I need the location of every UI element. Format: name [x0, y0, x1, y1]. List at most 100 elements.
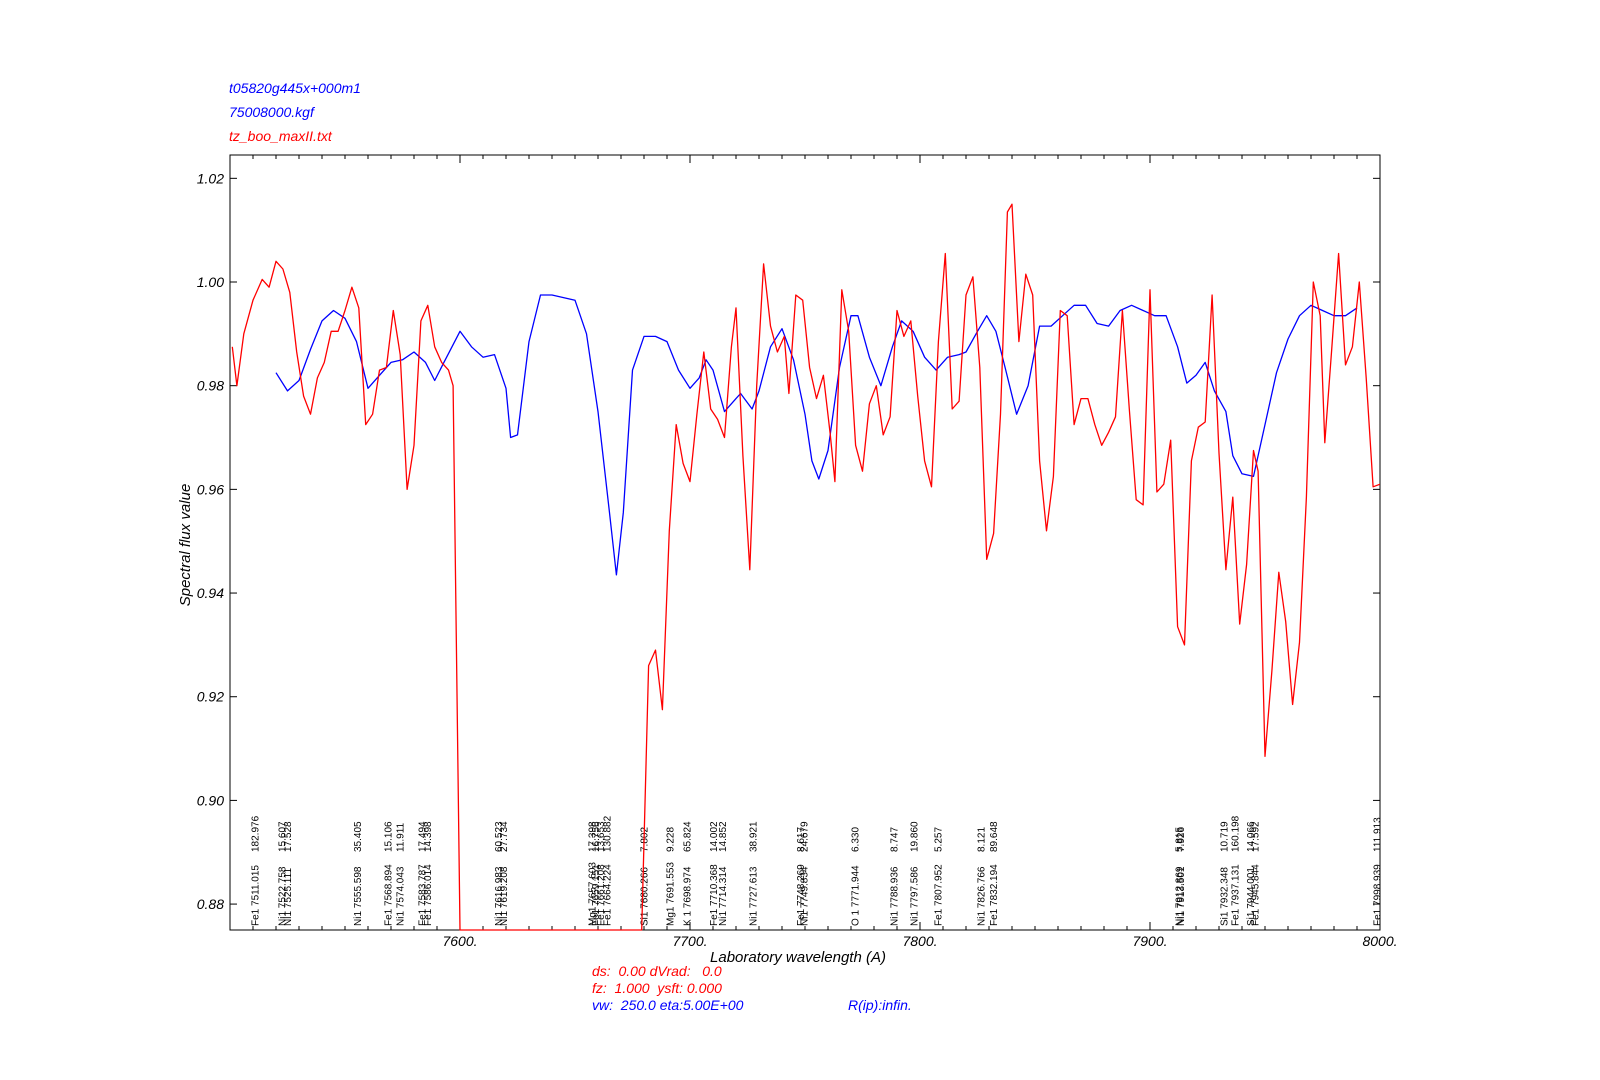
line-id-label: Fe1 7583.787 — [418, 864, 429, 926]
line-id-strength: 17.494 — [418, 821, 429, 852]
model-file-label: 75008000.kgf — [229, 104, 314, 120]
plot-frame — [229, 154, 1381, 931]
line-id-label: Ni1 7727.613 — [749, 866, 760, 926]
line-id-label: Ni1 7797.586 — [909, 866, 920, 926]
line-id-label: Fe1 7568.894 — [383, 864, 394, 926]
line-id-strength: 9.228 — [666, 827, 677, 852]
line-id-label: Ni1 7912.869 — [1175, 866, 1186, 926]
line-id-label: K 1 7698.974 — [683, 866, 694, 926]
line-id-strength: 14.398 — [423, 821, 434, 852]
line-id-label: Fe1 7710.368 — [709, 864, 720, 926]
model-name-label: t05820g445x+000m1 — [229, 80, 361, 96]
line-id-label: Ni1 7574.043 — [395, 866, 406, 926]
line-id-strength: 24.679 — [800, 821, 811, 852]
line-id-strength: 11.911 — [395, 822, 406, 852]
x-tick-label: 7900. — [1132, 933, 1167, 949]
y-tick-label: 1.02 — [197, 170, 224, 186]
line-id-label: Fe1 7945.844 — [1250, 864, 1261, 926]
line-id-strength: 7.802 — [640, 827, 651, 852]
line-id-label: Si1 7944.001 — [1246, 867, 1257, 926]
line-id-label: Fe1 7807.952 — [933, 864, 944, 926]
resolution-label: R(ip):infin. — [848, 997, 912, 1013]
line-id-strength: 130.882 — [603, 815, 614, 852]
line-id-strength: 38.921 — [749, 821, 760, 852]
line-id-strength: 8.747 — [890, 827, 901, 852]
line-id-label: Ni1 7616.983 — [494, 866, 505, 926]
line-id-label: Fe1 7937.131 — [1230, 864, 1241, 926]
y-tick-label: 1.00 — [197, 274, 224, 290]
line-id-strength: 27.734 — [499, 821, 510, 852]
line-id-label: Ni1 7525.111 — [283, 868, 294, 926]
x-axis-title: Laboratory wavelength (A) — [710, 949, 886, 966]
line-id-label: Ni1 7913.501 — [1176, 866, 1187, 926]
y-tick-label: 0.94 — [197, 585, 224, 601]
series-line — [275, 294, 1358, 576]
line-id-label: Fe1 7659.151 — [591, 864, 602, 926]
line-id-strength: 14.002 — [709, 821, 720, 852]
line-id-label: Ni1 7749.834 — [800, 866, 811, 926]
series-line — [231, 203, 1380, 931]
params-line-3: vw: 250.0 eta:5.00E+00 — [592, 997, 744, 1013]
line-id-strength: 16.756 — [591, 821, 602, 852]
line-id-label: Si1 7932.348 — [1219, 867, 1230, 926]
model-spectrum-series — [275, 294, 1358, 576]
line-id-strength: 60.523 — [494, 821, 505, 852]
line-id-strength: 13.653 — [596, 821, 607, 852]
line-id-label: O 1 7771.944 — [850, 865, 861, 926]
y-tick-label: 0.90 — [197, 792, 224, 808]
x-tick-label: 8000. — [1362, 933, 1397, 949]
line-id-strength: 8.121 — [977, 827, 988, 852]
line-id-strength: 35.405 — [353, 821, 364, 852]
observed-spectrum-series — [231, 203, 1380, 931]
observed-file-label: tz_boo_maxII.txt — [229, 128, 332, 144]
line-id-strength: 19.860 — [909, 821, 920, 852]
line-id-strength: 14.066 — [1246, 821, 1257, 852]
line-id-strength: 5.257 — [933, 827, 944, 852]
x-tick-label: 7700. — [672, 933, 707, 949]
line-id-strength: 6.330 — [850, 827, 861, 852]
line-id-strength: 17.528 — [283, 821, 294, 852]
line-id-strength: 10.719 — [1219, 821, 1230, 852]
line-identifications: Fe1 7511.015 182.976 Ni1 7522.758 15.607 Ni1… — [250, 815, 1383, 926]
line-id-label: Ni1 7522.758 — [277, 866, 288, 926]
x-tick-label: 7800. — [902, 933, 937, 949]
line-id-label: Fe1 7998.939 — [1373, 864, 1384, 926]
line-id-label: Mg1 7657.603 — [587, 862, 598, 926]
x-axis: 7600. 7700. 7800. 7900. 8000. — [252, 155, 1398, 949]
line-id-label: Ni1 7788.936 — [890, 866, 901, 926]
y-axis: 0.88 0.90 0.92 0.94 0.96 0.98 1.00 1.02 — [197, 170, 1380, 912]
line-id-label: Fe1 7661.208 — [596, 864, 607, 926]
line-id-strength: 7.926 — [1176, 827, 1187, 852]
y-tick-label: 0.88 — [197, 896, 224, 912]
line-id-strength: 17.398 — [587, 821, 598, 852]
y-tick-label: 0.96 — [197, 481, 224, 497]
params-line-1: ds: 0.00 dVrad: 0.0 — [592, 963, 722, 979]
line-id-strength: 160.198 — [1230, 815, 1241, 852]
params-line-2: fz: 1.000 ysft: 0.000 — [592, 980, 722, 996]
line-id-strength: 182.976 — [250, 815, 261, 852]
line-id-label: Fe1 7748.269 — [796, 864, 807, 926]
line-id-label: Si1 7680.266 — [640, 867, 651, 926]
x-tick-label: 7600. — [442, 933, 477, 949]
line-id-strength: 17.592 — [1250, 821, 1261, 852]
line-id-strength: 14.852 — [718, 821, 729, 852]
line-id-label: Ni1 7826.766 — [977, 866, 988, 926]
line-id-strength: 89.648 — [989, 821, 1000, 852]
line-id-label: Fe1 7586.014 — [423, 864, 434, 926]
line-id-label: Ni1 7714.314 — [718, 866, 729, 926]
line-id-strength: 111.913 — [1373, 817, 1384, 852]
y-tick-label: 0.92 — [197, 689, 224, 705]
line-id-strength: 15.106 — [383, 821, 394, 852]
line-id-strength: 5.815 — [1175, 827, 1186, 852]
line-id-label: Fe1 7832.194 — [989, 864, 1000, 926]
line-id-label: Ni1 7555.598 — [353, 866, 364, 926]
line-id-strength: 65.824 — [683, 821, 694, 852]
line-id-label: Ni1 7619.208 — [499, 866, 510, 926]
line-id-strength: 15.607 — [277, 821, 288, 852]
line-id-strength: 8.617 — [796, 827, 807, 852]
y-axis-title: Spectral flux value — [177, 484, 194, 607]
line-id-label: Mg1 7691.553 — [666, 862, 677, 926]
line-id-label: Fe1 7664.224 — [603, 864, 614, 926]
line-id-label: Fe1 7511.015 — [250, 865, 261, 926]
